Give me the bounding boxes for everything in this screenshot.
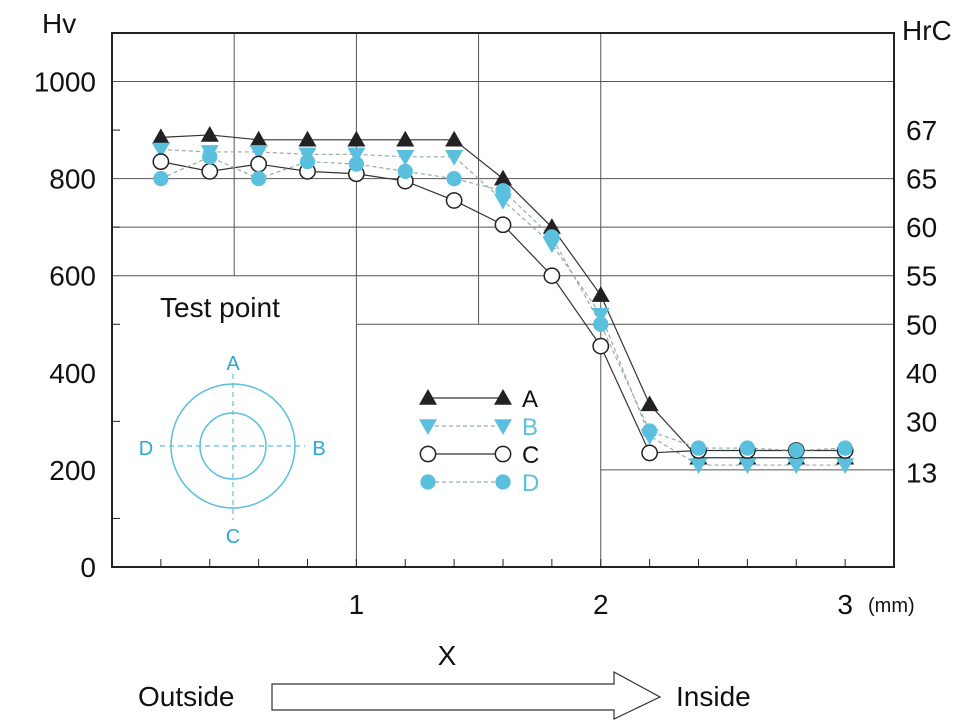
- point-A: [542, 218, 561, 234]
- x-minor-ticks: [112, 129, 846, 567]
- point-D: [153, 170, 169, 187]
- y-tick-labels: 0 200 400 600 800 1000: [34, 67, 96, 583]
- legend-label-A: A: [522, 386, 538, 413]
- x-tick-label: 3: [837, 589, 853, 620]
- y-tick-label: 1000: [34, 67, 96, 98]
- inset-point-d: D: [139, 438, 153, 460]
- right-tick-label: 30: [906, 406, 937, 437]
- legend-marker-C: [419, 445, 437, 463]
- point-C: [152, 153, 170, 171]
- point-D: [446, 170, 462, 187]
- point-D: [837, 440, 853, 456]
- legend-marker-D: [420, 474, 436, 490]
- point-B: [738, 458, 757, 475]
- point-A: [151, 128, 170, 145]
- legend-marker-A: [494, 389, 512, 405]
- inset-point-b: B: [312, 438, 325, 460]
- point-D: [788, 442, 804, 459]
- point-A: [591, 286, 610, 302]
- legend-marker-B: [419, 419, 437, 435]
- y-tick-label: 400: [49, 358, 96, 389]
- point-D: [495, 183, 511, 199]
- point-B: [494, 193, 512, 210]
- point-D: [739, 440, 756, 456]
- inset-point-a: A: [226, 353, 240, 375]
- x-unit-label: (mm): [868, 595, 915, 617]
- legend-marker-C: [494, 445, 512, 463]
- point-D: [348, 156, 365, 172]
- y-tick-label: 800: [49, 164, 96, 195]
- point-B: [347, 147, 366, 164]
- point-A: [445, 130, 464, 147]
- inside-label: Inside: [676, 681, 751, 712]
- point-B: [591, 307, 610, 324]
- point-A: [396, 130, 415, 147]
- right-tick-label: 65: [906, 164, 937, 195]
- right-tick-labels: 67 65 60 55 50 40 30 13: [906, 115, 937, 488]
- point-D: [593, 316, 609, 332]
- right-tick-label: 67: [906, 115, 937, 146]
- inset-title: Test point: [160, 292, 280, 323]
- right-tick-label: 40: [906, 358, 937, 389]
- point-D: [397, 163, 413, 180]
- point-A: [200, 125, 219, 142]
- point-C: [592, 337, 610, 355]
- legend-label-C: C: [522, 442, 539, 469]
- point-A: [298, 130, 317, 147]
- point-B: [836, 458, 855, 475]
- point-C: [201, 162, 219, 180]
- point-C: [543, 267, 561, 285]
- legend-marker-B: [494, 419, 512, 435]
- x-axis-label: X: [438, 640, 457, 671]
- direction-indicator: Outside Inside: [138, 670, 751, 720]
- series-layer: [151, 125, 855, 475]
- x-tick-label: 1: [349, 589, 365, 620]
- y-tick-label: 0: [80, 552, 96, 583]
- point-C: [250, 155, 268, 173]
- point-C: [641, 444, 659, 462]
- point-B: [445, 150, 464, 166]
- point-C: [445, 192, 463, 209]
- legend-label-B: B: [522, 414, 538, 441]
- point-C: [494, 216, 512, 234]
- point-D: [250, 170, 267, 187]
- point-B: [396, 150, 415, 166]
- point-D: [299, 153, 316, 170]
- legend-label-D: D: [522, 470, 539, 497]
- right-tick-label: 50: [906, 309, 937, 340]
- test-point-inset: Test point A B C D: [139, 292, 326, 548]
- y-tick-label: 200: [49, 455, 96, 486]
- x-tick-labels: 1 2 3: [349, 589, 853, 620]
- point-A: [347, 130, 366, 147]
- point-A: [640, 395, 659, 412]
- point-A: [249, 130, 268, 147]
- point-D: [202, 149, 218, 165]
- y-tick-label: 600: [49, 261, 96, 292]
- left-axis-label: Hv: [42, 8, 76, 39]
- series-points-D: [153, 149, 853, 459]
- point-D: [544, 229, 560, 245]
- right-tick-label: 60: [906, 212, 937, 243]
- right-tick-label: 55: [906, 261, 937, 292]
- point-B: [689, 458, 708, 475]
- right-axis-label: HrC: [902, 15, 952, 46]
- legend-marker-A: [419, 389, 437, 405]
- point-A: [494, 169, 512, 186]
- point-B: [151, 142, 170, 159]
- outside-label: Outside: [138, 681, 235, 712]
- point-B: [249, 145, 268, 161]
- point-B: [787, 458, 806, 475]
- direction-arrow: [271, 670, 662, 720]
- right-tick-label: 13: [906, 457, 937, 488]
- point-D: [690, 440, 707, 456]
- inset-point-c: C: [226, 526, 240, 548]
- legend-marker-D: [495, 474, 511, 490]
- x-tick-label: 2: [593, 589, 609, 620]
- point-D: [641, 423, 658, 439]
